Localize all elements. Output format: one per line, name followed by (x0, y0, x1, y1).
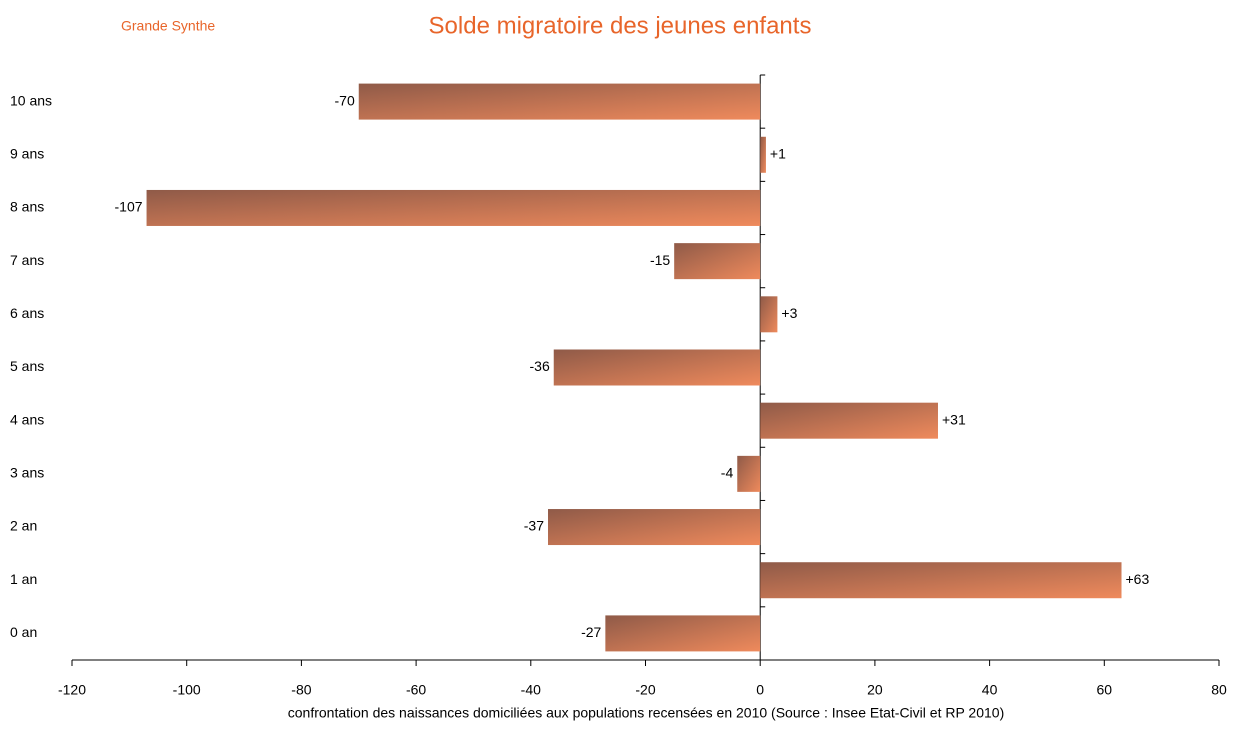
value-label: +63 (1126, 571, 1150, 587)
y-tick-label: 1 an (10, 571, 37, 587)
x-axis-label: confrontation des naissances domiciliées… (288, 705, 1005, 721)
y-tick-label: 10 ans (10, 92, 52, 108)
bar (760, 562, 1122, 599)
y-tick-label: 0 an (10, 624, 37, 640)
value-label: -36 (530, 358, 550, 374)
y-tick-label: 4 ans (10, 411, 44, 427)
chart-subtitle: Grande Synthe (121, 18, 215, 34)
x-tick-label: -80 (291, 682, 311, 698)
value-label: +31 (942, 411, 966, 427)
y-tick-label: 5 ans (10, 358, 44, 374)
x-tick-label: 40 (982, 682, 998, 698)
y-tick-label: 3 ans (10, 465, 44, 481)
x-tick-label: -60 (406, 682, 426, 698)
x-tick-label: -120 (58, 682, 86, 698)
bar (146, 189, 761, 226)
x-tick-label: 60 (1097, 682, 1113, 698)
x-tick-label: -20 (635, 682, 655, 698)
y-tick-label: 2 an (10, 518, 37, 534)
x-tick-label: 80 (1211, 682, 1227, 698)
y-tick-label: 9 ans (10, 145, 44, 161)
x-tick-label: 20 (867, 682, 883, 698)
bar (674, 243, 761, 280)
y-tick-label: 7 ans (10, 252, 44, 268)
bar (760, 402, 938, 439)
bar (760, 136, 766, 173)
bar (605, 615, 761, 652)
value-label: -4 (721, 465, 734, 481)
bar (553, 349, 761, 386)
x-tick-label: -40 (521, 682, 541, 698)
x-tick-label: -100 (173, 682, 201, 698)
bar (760, 296, 778, 333)
bar (737, 455, 761, 492)
bar (358, 83, 761, 120)
value-label: -107 (115, 199, 143, 215)
value-label: -27 (581, 624, 601, 640)
value-label: -37 (524, 518, 544, 534)
value-label: +1 (770, 145, 786, 161)
y-tick-label: 6 ans (10, 305, 44, 321)
value-label: -15 (650, 252, 670, 268)
y-tick-label: 8 ans (10, 199, 44, 215)
value-label: -70 (335, 92, 355, 108)
chart-title: Solde migratoire des jeunes enfants (429, 12, 812, 39)
bar (548, 509, 761, 546)
value-label: +3 (781, 305, 797, 321)
x-tick-label: 0 (756, 682, 764, 698)
